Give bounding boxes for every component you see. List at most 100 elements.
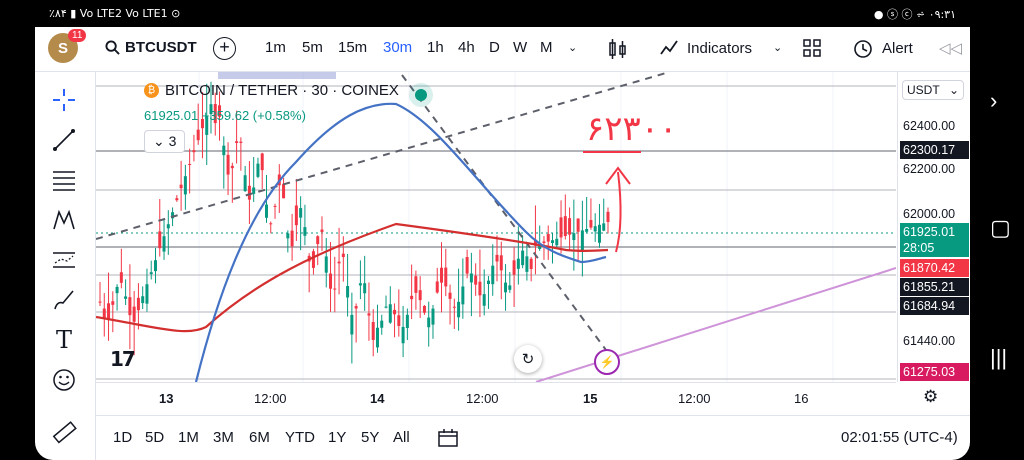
candle [465, 257, 469, 274]
candle [226, 154, 230, 175]
candle [107, 303, 111, 321]
range-5y[interactable]: 5Y [361, 429, 380, 446]
currency-select[interactable]: USDT ⌄ [902, 80, 964, 100]
indicators-button[interactable]: Indicators [687, 40, 753, 57]
price-tag-ma-slow: 61870.42 [900, 259, 969, 277]
candle [166, 224, 170, 229]
candle [329, 273, 333, 289]
upper-trend-line[interactable] [96, 72, 667, 240]
range-5d[interactable]: 5D [145, 429, 165, 446]
fib-retracement-icon[interactable] [51, 167, 77, 193]
text-tool-icon[interactable]: T [55, 326, 72, 354]
symbol-search[interactable]: BTCUSDT [105, 39, 197, 56]
chart-pane[interactable]: ۶۲۳۰۰ ₿ BITCOIN / TETHER · 30 · COINEX 6… [96, 72, 896, 382]
price-label: 62200.00 [903, 162, 956, 176]
chevron-right-icon[interactable]: › [990, 88, 998, 113]
tf-d[interactable]: D [489, 39, 500, 56]
candle [457, 301, 461, 318]
candle [367, 313, 371, 316]
range-ytd[interactable]: YTD [285, 429, 315, 446]
pattern-icon[interactable] [51, 207, 77, 233]
annotation-arrow [605, 166, 631, 253]
candle [153, 260, 157, 272]
tf-4h[interactable]: 4h [458, 39, 475, 56]
lightning-icon[interactable]: ⚡ [594, 349, 620, 375]
candle [124, 296, 128, 299]
add-symbol-button[interactable]: + [213, 37, 236, 60]
candle [282, 183, 286, 199]
emoji-icon[interactable] [51, 367, 77, 393]
indicator-toggle[interactable]: ⌄ 3 [144, 130, 186, 153]
alert-button[interactable]: Alert [882, 40, 913, 57]
candle [516, 258, 520, 269]
tf-15m[interactable]: 15m [338, 39, 368, 56]
tf-m[interactable]: M [540, 39, 553, 56]
clock-timezone[interactable]: 02:01:55 (UTC-4) [841, 429, 958, 446]
candle [183, 176, 187, 195]
candle [486, 280, 490, 285]
candle [508, 285, 512, 290]
ruler-icon[interactable] [51, 420, 77, 446]
descending-trend-line[interactable] [401, 74, 607, 351]
candle [350, 314, 354, 335]
date-range-icon[interactable] [437, 428, 459, 448]
candle [256, 163, 260, 177]
candle [358, 283, 362, 286]
range-3m[interactable]: 3M [213, 429, 234, 446]
candle [478, 281, 482, 296]
price-axis[interactable]: USDT ⌄ 62400.00 62200.00 62000.00 61440.0… [897, 72, 970, 382]
tf-30m[interactable]: 30m [383, 39, 413, 56]
candle [555, 238, 559, 246]
candle [303, 227, 307, 236]
time-label: 12:00 [254, 391, 287, 406]
candles-icon[interactable] [608, 38, 628, 60]
collapse-panel-icon[interactable]: ◁◁ [939, 40, 963, 57]
support-trend-line[interactable] [535, 267, 896, 382]
tf-1m[interactable]: 1m [265, 39, 286, 56]
chevron-down-icon[interactable]: ⌄ [773, 42, 783, 54]
brush-icon[interactable] [51, 287, 77, 313]
candle [482, 294, 486, 306]
trend-line-icon[interactable] [51, 127, 77, 153]
time-axis[interactable]: 13 12:00 14 12:00 15 12:00 16 [96, 382, 896, 415]
chevron-down-icon[interactable]: ⌄ [568, 42, 578, 54]
symbol-label: BTCUSDT [125, 39, 197, 56]
crosshair-icon[interactable] [51, 87, 77, 113]
range-6m[interactable]: 6M [249, 429, 270, 446]
price-chart[interactable]: ۶۲۳۰۰ [96, 72, 896, 382]
range-all[interactable]: All [393, 429, 410, 446]
candle [136, 297, 140, 311]
candle [98, 301, 102, 303]
home-icon[interactable]: ▢ [990, 215, 1011, 240]
price-tag-62300: 62300.17 [900, 141, 969, 159]
settings-gear-icon[interactable]: ⚙ [923, 387, 939, 406]
candle [606, 211, 610, 222]
symbol-title[interactable]: BITCOIN / TETHER · 30 · COINEX [165, 82, 399, 99]
candle [354, 306, 358, 309]
candle [538, 244, 542, 249]
candle [102, 308, 106, 319]
candle [418, 290, 422, 301]
candle [388, 304, 392, 323]
candle [393, 309, 397, 315]
recents-icon[interactable]: ||| [990, 345, 1008, 370]
search-icon [105, 40, 120, 55]
candle [294, 205, 298, 226]
candle [512, 260, 516, 275]
layout-grid-icon[interactable] [802, 38, 822, 58]
tf-5m[interactable]: 5m [302, 39, 323, 56]
annotation-text: ۶۲۳۰۰ [586, 109, 677, 149]
range-1d[interactable]: 1D [113, 429, 133, 446]
status-left: ٪۸۴ ▮ Vo LTE2 Vo LTE1 ⊙ [49, 7, 181, 20]
candle [397, 315, 401, 326]
candle [444, 267, 448, 287]
tf-w[interactable]: W [513, 39, 528, 56]
candle [171, 212, 175, 219]
prediction-icon[interactable] [51, 247, 77, 273]
candle [461, 286, 465, 305]
replay-button[interactable]: ↻ [514, 345, 542, 373]
tf-1h[interactable]: 1h [427, 39, 444, 56]
range-1y[interactable]: 1Y [328, 429, 347, 446]
range-1m[interactable]: 1M [178, 429, 199, 446]
candle [380, 320, 384, 328]
